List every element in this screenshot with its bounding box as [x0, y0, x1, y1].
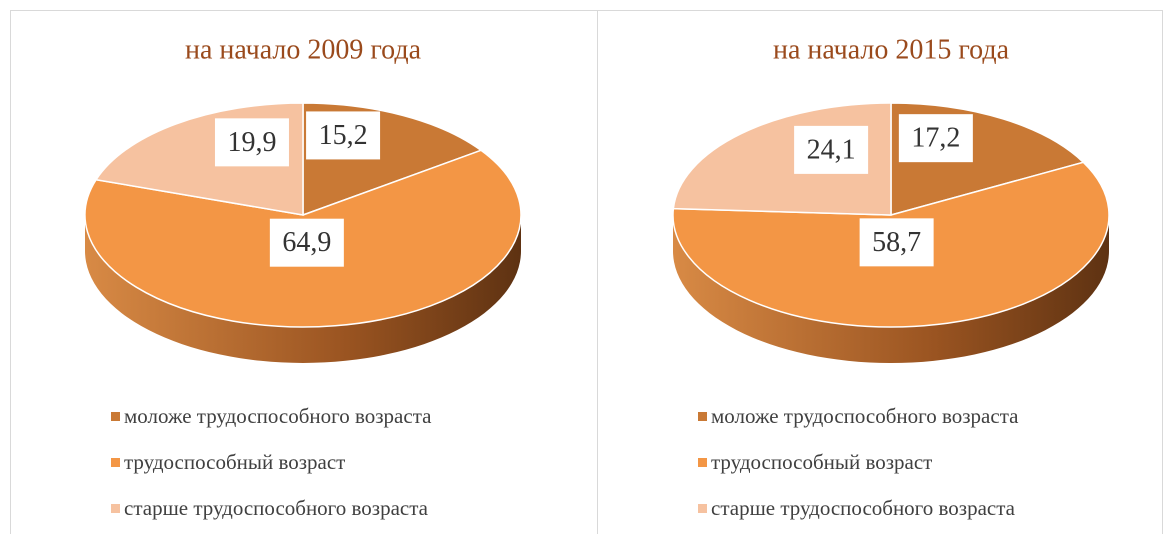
legend-marker	[698, 504, 707, 513]
data-label: 19,9	[227, 127, 276, 158]
label-box	[898, 114, 973, 163]
label-box	[306, 111, 381, 160]
data-label: 24,1	[807, 134, 856, 165]
panel-border	[10, 10, 1163, 534]
legend-marker	[111, 458, 120, 467]
data-label: 17,2	[911, 123, 960, 154]
label-box	[269, 218, 344, 267]
label-box	[214, 118, 289, 167]
data-label: 64,9	[282, 227, 331, 258]
legend-marker	[111, 412, 120, 421]
legend-label: моложе трудоспособного возраста	[711, 404, 1019, 428]
pie-side	[85, 215, 521, 363]
legend-marker	[698, 412, 707, 421]
legend-label: моложе трудоспособного возраста	[124, 404, 432, 428]
legend-marker	[698, 458, 707, 467]
legend-label: трудоспособный возраст	[711, 450, 932, 474]
legend-label: старше трудоспособного возраста	[711, 496, 1016, 520]
data-label: 58,7	[872, 227, 921, 258]
legend-label: трудоспособный возраст	[124, 450, 345, 474]
legend-label: старше трудоспособного возраста	[124, 496, 429, 520]
label-box	[794, 125, 869, 174]
chart-title: на начало 2015 года	[773, 34, 1010, 65]
chart-title: на начало 2009 года	[185, 34, 422, 65]
data-label: 15,2	[319, 120, 368, 151]
label-box	[859, 218, 934, 267]
pie-side	[673, 215, 1109, 363]
legend-marker	[111, 504, 120, 513]
